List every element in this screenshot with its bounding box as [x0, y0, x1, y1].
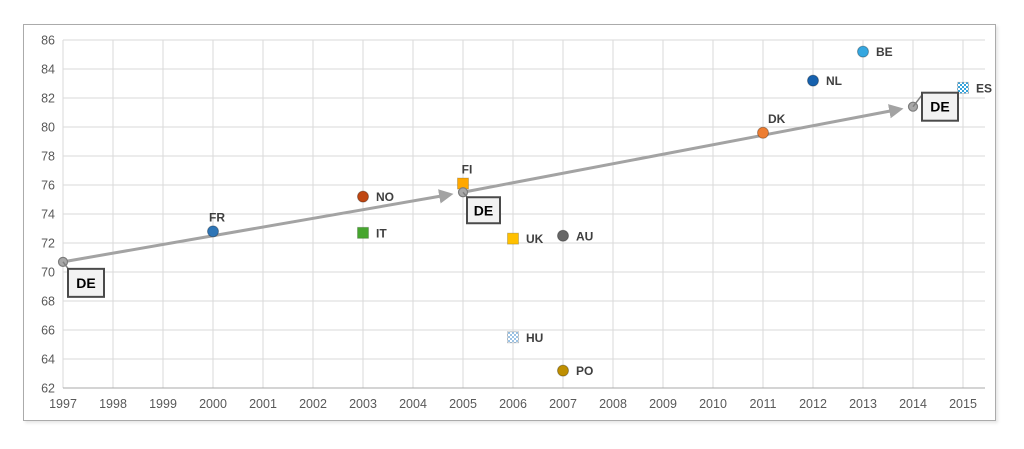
point-marker-IT [357, 226, 369, 239]
y-tick-label: 64 [41, 353, 55, 367]
point-label-BE: BE [876, 45, 893, 59]
y-tick-label: 70 [41, 266, 55, 280]
de-series: DE DE DE [57, 91, 959, 298]
point-marker-UK [507, 232, 519, 245]
x-tick-label: 2000 [199, 397, 227, 411]
point-marker-AU [557, 229, 569, 242]
x-tick-label: 1997 [49, 397, 77, 411]
x-tick-label: 2004 [399, 397, 427, 411]
point-label-DK: DK [768, 112, 786, 126]
chart-frame [23, 24, 996, 421]
x-tick-label: 2015 [949, 397, 977, 411]
data-points: FR NO IT FI UK AU HU PO DK NL BE ES [207, 45, 992, 378]
point-label-NL: NL [826, 74, 842, 88]
y-tick-label: 66 [41, 324, 55, 338]
de-trend-arrow [462, 104, 904, 194]
point-label-FI: FI [462, 163, 473, 177]
point-label-NO: NO [376, 190, 394, 204]
point-label-PO: PO [576, 364, 593, 378]
x-tick-label: 2011 [750, 397, 777, 411]
x-tick-label: 2014 [899, 397, 927, 411]
de-callout-box [921, 91, 959, 122]
de-callout-box [466, 196, 501, 225]
de-callout-label: DE [474, 202, 493, 218]
x-tick-label: 2001 [249, 397, 277, 411]
x-tick-label: 2009 [649, 397, 677, 411]
y-tick-label: 76 [41, 179, 55, 193]
y-tick-label: 84 [41, 63, 55, 77]
point-marker-HU [507, 331, 519, 344]
x-tick-label: 2006 [499, 397, 527, 411]
point-marker-FR [207, 225, 219, 238]
point-marker-DK [757, 126, 769, 139]
x-tick-label: 1998 [99, 397, 127, 411]
y-tick-label: 80 [41, 121, 55, 135]
x-tick-label: 2003 [349, 397, 377, 411]
point-label-ES: ES [976, 81, 992, 95]
x-tick-label: 1999 [149, 397, 177, 411]
point-marker-ES [957, 81, 969, 94]
y-tick-label: 62 [41, 382, 55, 396]
y-tick-label: 74 [41, 208, 55, 222]
point-label-IT: IT [376, 226, 387, 240]
x-tick-label: 2008 [599, 397, 627, 411]
axis-tick-labels: 1997 1998 1999 2000 2001 2002 2003 2004 2005 2006… [41, 34, 977, 412]
y-tick-label: 78 [41, 150, 55, 164]
y-tick-label: 72 [41, 237, 55, 251]
x-tick-label: 2002 [299, 397, 327, 411]
point-marker-PO [557, 364, 569, 377]
point-label-UK: UK [526, 232, 544, 246]
de-trend-arrow [62, 189, 454, 264]
gridlines [62, 39, 985, 389]
x-tick-label: 2010 [699, 397, 727, 411]
de-callout-label: DE [76, 275, 95, 291]
x-tick-label: 2005 [449, 397, 477, 411]
point-label-AU: AU [576, 229, 593, 243]
de-callout-box [67, 267, 105, 298]
x-tick-label: 2012 [799, 397, 827, 411]
de-callout-label: DE [930, 99, 949, 115]
point-marker-NL [807, 74, 819, 87]
y-tick-label: 86 [41, 34, 55, 48]
x-tick-label: 2013 [849, 397, 877, 411]
point-marker-BE [857, 45, 869, 58]
point-label-HU: HU [526, 331, 543, 345]
point-label-FR: FR [209, 210, 225, 224]
y-tick-label: 82 [41, 92, 55, 106]
y-tick-label: 68 [41, 295, 55, 309]
x-tick-label: 2007 [549, 397, 577, 411]
point-marker-NO [357, 190, 369, 203]
